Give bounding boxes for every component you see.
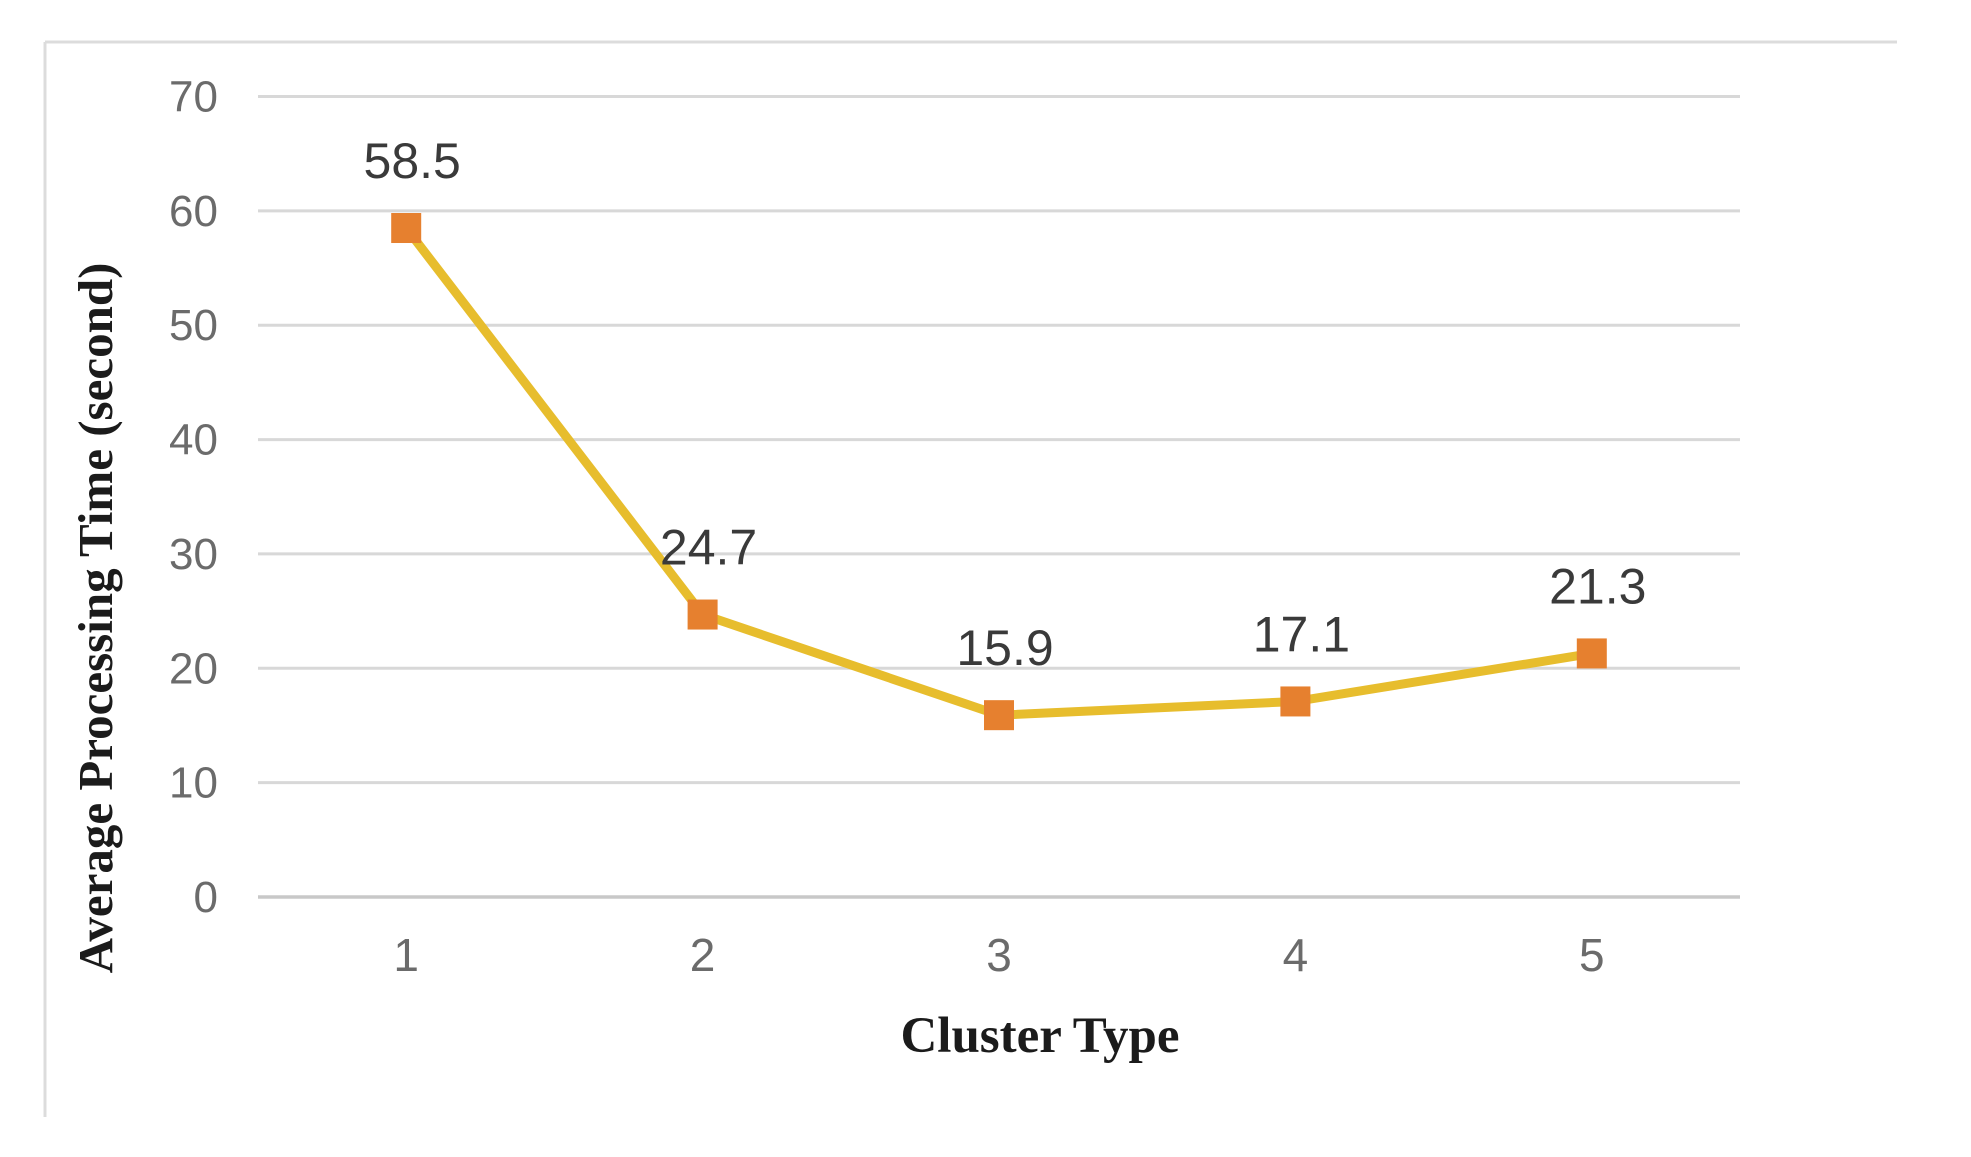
axis-tick-labels: 0 10 20 30 40 50 60 70 1 2 3 4 5 <box>169 73 1605 982</box>
y-axis-title: Average Processing Time (second) <box>68 263 123 974</box>
x-tick-label: 4 <box>1283 929 1309 981</box>
data-point-marker <box>391 213 422 244</box>
data-point-label: 21.3 <box>1549 558 1646 614</box>
data-point-label: 15.9 <box>956 620 1053 676</box>
data-series: 58.5 24.7 15.9 17.1 21.3 <box>364 133 1646 731</box>
y-tick-label: 50 <box>169 301 218 350</box>
data-point-label: 24.7 <box>660 520 757 576</box>
x-tick-label: 5 <box>1579 929 1605 981</box>
data-point-marker <box>1576 638 1607 669</box>
y-tick-label: 60 <box>169 187 218 236</box>
data-point-marker <box>687 599 718 630</box>
x-tick-label: 1 <box>393 929 419 981</box>
y-tick-label: 0 <box>194 873 218 922</box>
data-point-label: 58.5 <box>364 133 461 189</box>
x-tick-label: 2 <box>690 929 716 981</box>
x-tick-label: 3 <box>986 929 1012 981</box>
y-tick-label: 20 <box>169 644 218 693</box>
gridlines <box>258 95 1740 899</box>
y-tick-label: 40 <box>169 416 218 465</box>
data-point-marker <box>984 700 1014 731</box>
chart-border <box>43 40 1897 1117</box>
y-tick-label: 10 <box>169 759 218 808</box>
data-point-label: 17.1 <box>1253 606 1350 662</box>
x-axis-title: Cluster Type <box>900 1008 1179 1064</box>
y-tick-label: 30 <box>169 530 218 579</box>
y-tick-label: 70 <box>169 73 218 122</box>
data-point-marker <box>1280 686 1311 717</box>
